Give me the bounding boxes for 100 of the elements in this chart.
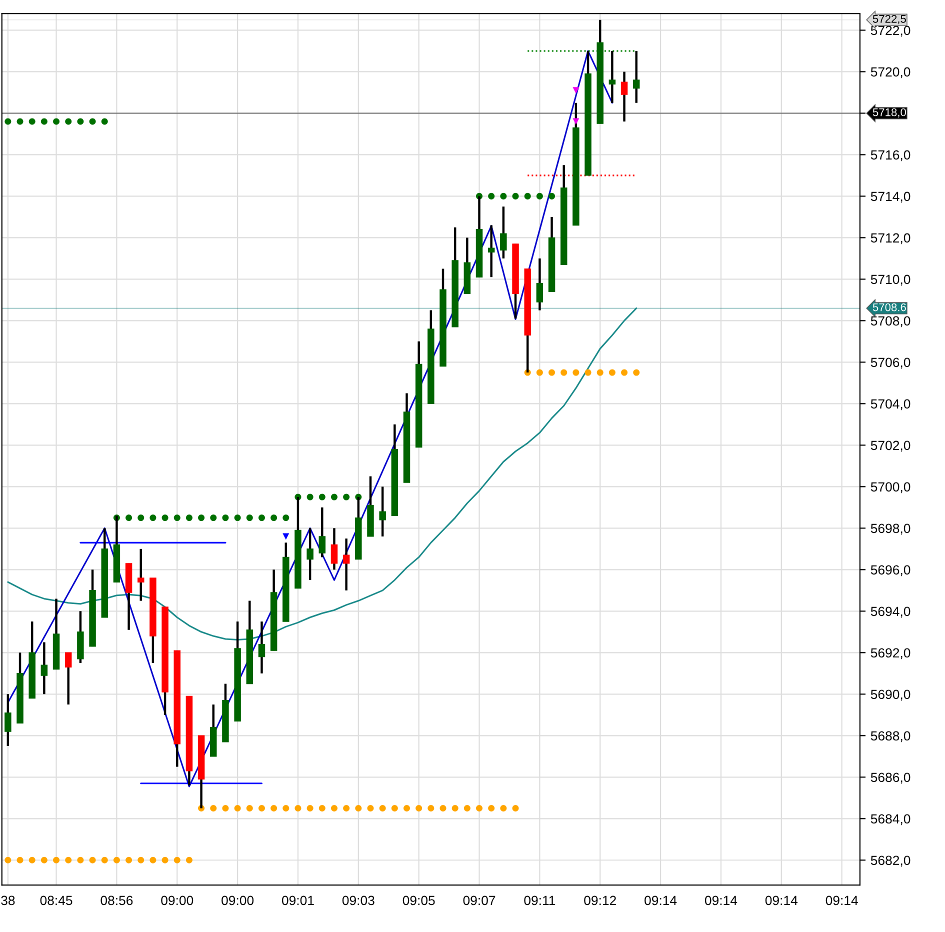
point	[572, 87, 580, 94]
point	[452, 805, 458, 812]
point	[4, 856, 12, 864]
point	[560, 369, 568, 376]
y-tick-label: 5686,0	[870, 772, 910, 784]
point	[440, 805, 446, 812]
point	[608, 369, 616, 376]
point	[536, 369, 543, 376]
point	[270, 805, 278, 812]
point	[512, 192, 519, 200]
candlestick	[318, 506, 326, 558]
candlestick	[330, 527, 338, 571]
ref-line-label: 5718,0	[872, 108, 906, 118]
y-tick-label: 5690,0	[870, 690, 910, 701]
point	[306, 805, 314, 812]
point	[258, 805, 265, 812]
point	[488, 805, 495, 812]
point	[343, 494, 350, 500]
x-tick-label: 09:07	[463, 896, 496, 906]
point	[89, 856, 96, 864]
candlestick	[536, 257, 544, 312]
x-tick-label: 09:01	[282, 896, 314, 906]
point	[464, 805, 470, 812]
point	[126, 856, 132, 864]
y-tick-label: 5704,0	[870, 399, 910, 410]
point	[138, 856, 144, 864]
candlestick	[608, 50, 616, 104]
x-tick-label: 09:03	[342, 896, 374, 906]
y-tick-label: 5698,0	[870, 524, 910, 535]
point	[53, 118, 60, 125]
point	[621, 369, 628, 376]
point	[367, 805, 374, 812]
ref-line-label: 5708.6	[872, 303, 906, 312]
point	[65, 856, 72, 864]
point	[101, 856, 108, 864]
y-tick-label: 5694,0	[870, 606, 910, 618]
point	[198, 514, 205, 522]
x-tick-label: 09:11	[524, 896, 556, 906]
point	[282, 514, 290, 522]
point	[53, 856, 60, 864]
point	[294, 805, 302, 812]
x-tick-label: 09:14	[704, 896, 738, 906]
point	[548, 192, 556, 200]
y-tick-label: 5708,0	[870, 316, 910, 328]
point	[16, 856, 24, 864]
point	[306, 494, 314, 500]
point	[476, 805, 483, 812]
point	[488, 192, 495, 200]
point	[101, 118, 108, 125]
point	[222, 805, 229, 812]
x-tick-label: 09:05	[402, 896, 435, 906]
y-tick-label: 5684,0	[870, 814, 910, 826]
point	[633, 369, 640, 376]
candlestick	[4, 693, 12, 748]
point	[186, 514, 192, 522]
point	[186, 856, 192, 864]
point	[343, 805, 350, 812]
y-tick-label: 5712,0	[870, 233, 910, 244]
y-tick-label: 5702,0	[870, 440, 910, 452]
point	[500, 192, 507, 200]
y-tick-label: 5706,0	[870, 358, 910, 369]
point	[28, 118, 36, 125]
point	[318, 805, 326, 812]
line-series	[7, 307, 638, 641]
x-tick-label: 09:14	[765, 896, 798, 906]
point	[270, 514, 278, 522]
candlestick	[379, 486, 386, 538]
point	[150, 856, 156, 864]
point	[512, 805, 519, 812]
x-tick-label: 38	[1, 896, 15, 906]
x-tick-label: 09:12	[584, 896, 616, 906]
ref-line-label: 5722,5	[872, 14, 906, 24]
x-tick-label: 08:45	[40, 896, 72, 906]
point	[162, 856, 168, 864]
point	[258, 514, 265, 522]
candlestick	[633, 50, 640, 104]
point	[428, 805, 434, 812]
point	[536, 192, 543, 200]
point	[222, 514, 229, 522]
point	[77, 118, 84, 125]
point	[379, 805, 386, 812]
point	[548, 369, 556, 376]
point	[524, 192, 531, 200]
candlestick	[306, 527, 314, 582]
y-tick-label: 5716,0	[870, 150, 910, 162]
point	[596, 369, 604, 376]
candlestick	[342, 537, 350, 592]
candlestick	[258, 620, 266, 675]
point	[282, 805, 290, 812]
x-tick-label: 09:14	[826, 896, 858, 906]
x-tick-label: 09:00	[222, 896, 254, 906]
point	[210, 514, 217, 522]
point	[89, 118, 96, 125]
point	[126, 514, 132, 522]
point	[234, 514, 241, 522]
point	[282, 533, 290, 540]
y-tick-label: 5700,0	[870, 482, 910, 494]
point	[40, 856, 48, 864]
candlestick	[488, 224, 495, 278]
point	[16, 118, 24, 125]
